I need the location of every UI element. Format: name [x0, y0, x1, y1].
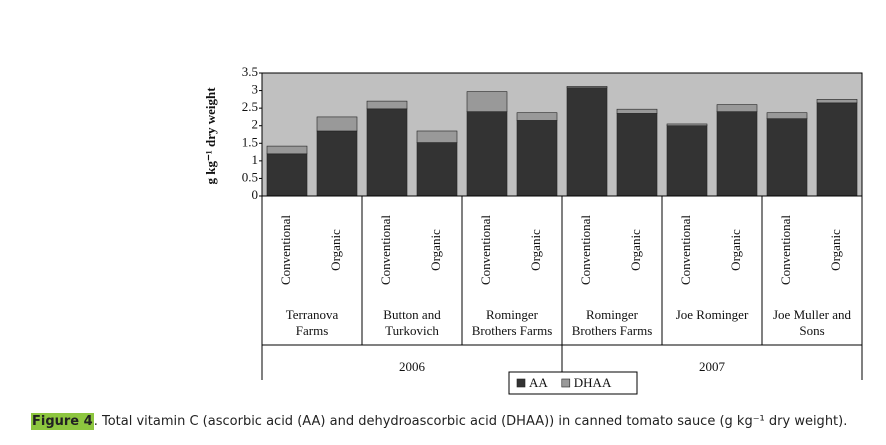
group-label: Brothers Farms	[472, 323, 553, 338]
x-tick-label: Conventional	[278, 215, 293, 285]
x-tick-label: Organic	[428, 229, 443, 271]
group-label: Joe Muller and	[773, 307, 851, 322]
group-label: Brothers Farms	[572, 323, 653, 338]
bar-segment	[816, 99, 858, 104]
group-label: Rominger	[586, 307, 639, 322]
x-tick-label: Conventional	[578, 215, 593, 285]
bar-segment	[516, 112, 558, 121]
bar-segment	[716, 104, 758, 112]
y-tick-label: 1.5	[242, 134, 258, 149]
bar-segment	[466, 111, 508, 197]
bar-segment	[266, 153, 308, 197]
year-label: 2007	[699, 359, 726, 374]
x-tick-label: Conventional	[678, 215, 693, 285]
bar-segment	[566, 87, 608, 197]
bar-segment	[366, 100, 408, 110]
bar-segment	[316, 130, 358, 197]
legend-label: DHAA	[574, 375, 612, 390]
group-label: Terranova	[286, 307, 339, 322]
bar-segment	[666, 123, 708, 127]
x-tick-label: Conventional	[378, 215, 393, 285]
group-label: Turkovich	[385, 323, 439, 338]
bar-segment	[766, 112, 808, 119]
y-tick-label: 2	[252, 117, 259, 132]
bar-segment	[366, 108, 408, 197]
y-tick-label: 0	[252, 187, 259, 202]
bar-segment	[816, 102, 858, 197]
legend-box	[508, 371, 638, 395]
caption-text: . Total vitamin C (ascorbic acid (AA) an…	[93, 414, 848, 429]
bar-segment	[516, 120, 558, 197]
x-tick-label: Organic	[628, 229, 643, 271]
y-tick-label: 3	[252, 82, 259, 97]
group-label: Farms	[296, 323, 329, 338]
legend-swatch	[516, 378, 526, 388]
bar-segment	[766, 118, 808, 197]
bar-segment	[616, 108, 658, 114]
y-tick-label: 1	[252, 152, 259, 167]
legend-swatch	[561, 378, 571, 388]
bar-segment	[316, 116, 358, 132]
y-tick-label: 2.5	[242, 99, 258, 114]
plot-background	[262, 73, 862, 196]
bar-segment	[466, 91, 508, 112]
x-tick-label: Conventional	[478, 215, 493, 285]
bar-segment	[616, 113, 658, 197]
bar-segment	[416, 130, 458, 143]
y-tick-label: 0.5	[242, 169, 258, 184]
group-label: Joe Rominger	[676, 307, 749, 322]
x-tick-label: Conventional	[778, 215, 793, 285]
group-label: Rominger	[486, 307, 539, 322]
bar-segment	[266, 145, 308, 155]
x-tick-label: Organic	[728, 229, 743, 271]
bar-segment	[566, 86, 608, 89]
bar-segment	[716, 111, 758, 197]
x-tick-label: Organic	[328, 229, 343, 271]
chart: g kg⁻¹ dry weight 0 0.5 1 1.5 2 2.5 3 3.5 Conven…	[203, 64, 863, 395]
y-axis-label: g kg⁻¹ dry weight	[203, 87, 218, 185]
y-tick-label: 3.5	[242, 64, 258, 79]
group-label: Button and	[383, 307, 441, 322]
bar-segment	[416, 142, 458, 197]
x-tick-label: Organic	[528, 229, 543, 271]
caption: Figure 4. Total vitamin C (ascorbic acid…	[31, 413, 848, 430]
year-label: 2006	[399, 359, 426, 374]
group-label: Sons	[799, 323, 824, 338]
bar-segment	[666, 125, 708, 197]
caption-label: Figure 4	[31, 413, 94, 430]
legend-label: AA	[529, 375, 548, 390]
x-tick-label: Organic	[828, 229, 843, 271]
